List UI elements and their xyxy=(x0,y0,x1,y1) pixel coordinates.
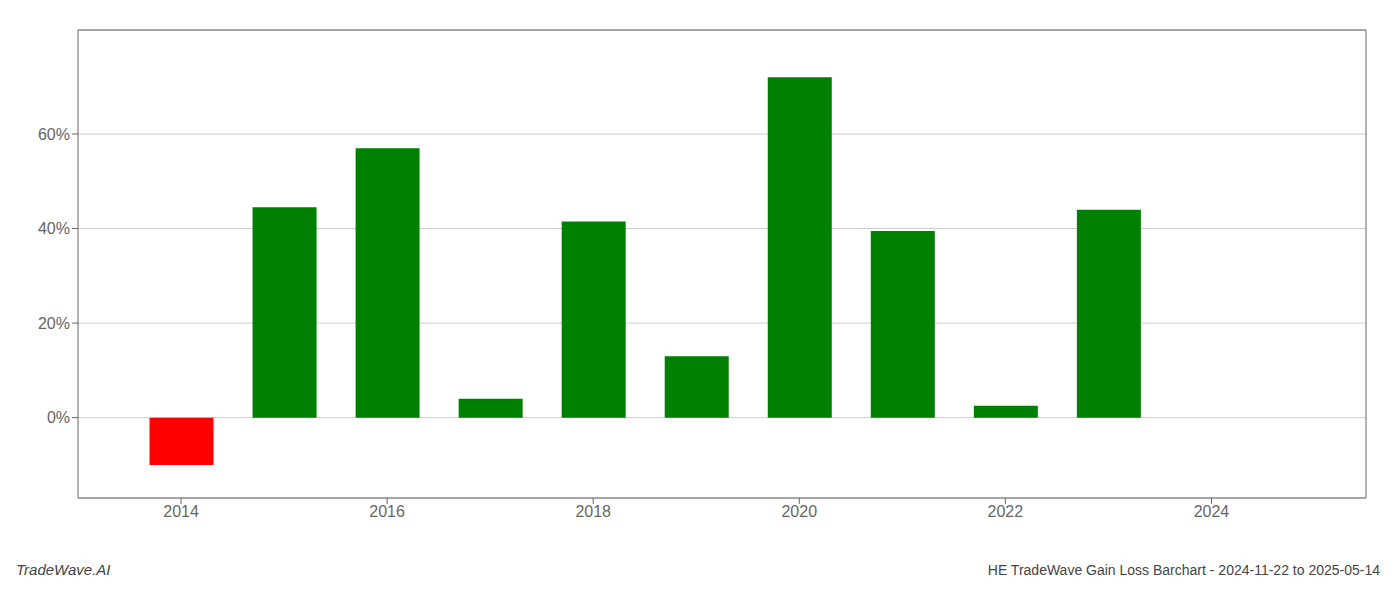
html-text:HE TradeWave Gain Loss Barchar: HE TradeWave Gain Loss Barchart - 2024-1… xyxy=(987,562,1380,578)
svg-text:2016: 2016 xyxy=(369,503,405,520)
svg-text:40%: 40% xyxy=(38,220,70,237)
svg-text:2020: 2020 xyxy=(781,503,817,520)
svg-text:20%: 20% xyxy=(38,315,70,332)
html-text:TradeWave.AI: TradeWave.AI xyxy=(16,561,111,578)
svg-text:2014: 2014 xyxy=(163,503,199,520)
svg-text:2018: 2018 xyxy=(575,503,611,520)
svg-text:2022: 2022 xyxy=(988,503,1024,520)
svg-text:2024: 2024 xyxy=(1194,503,1230,520)
svg-text:60%: 60% xyxy=(38,126,70,143)
svg-text:0%: 0% xyxy=(47,409,70,426)
